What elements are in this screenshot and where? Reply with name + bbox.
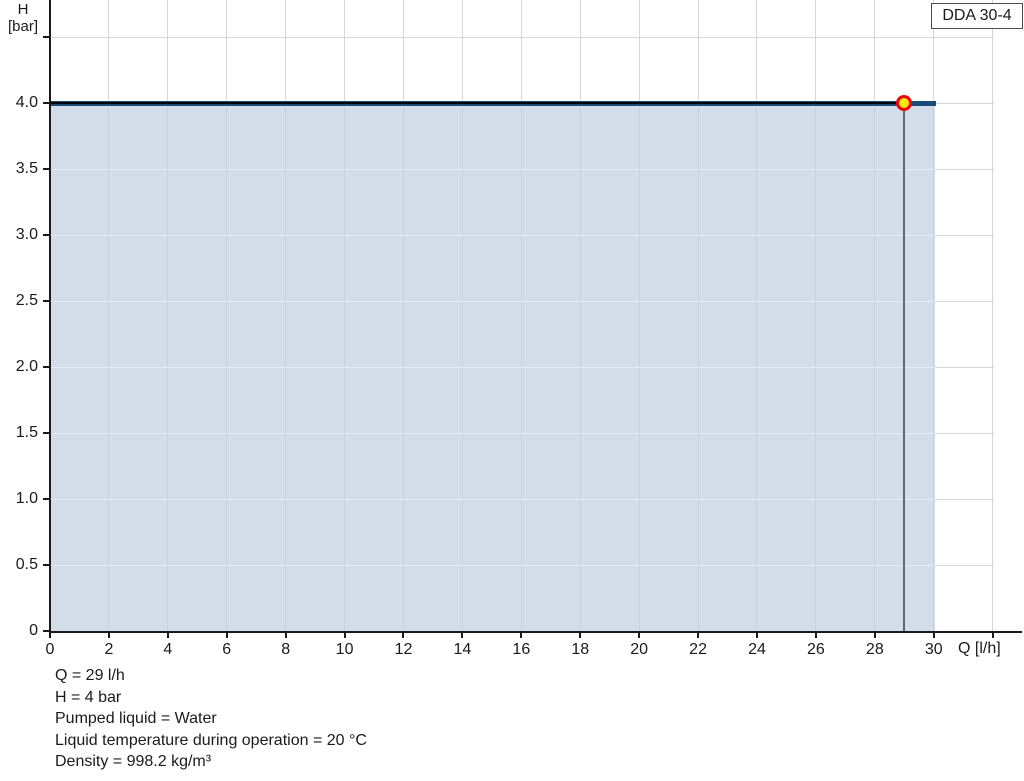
y-tick-label: 2.0	[15, 358, 38, 375]
operating-point-marker[interactable]	[896, 95, 913, 111]
area-gridline-horizontal	[51, 432, 935, 434]
x-tick-label: 4	[163, 641, 173, 658]
y-axis-title-symbol: H	[17, 1, 29, 18]
x-tick-label: 18	[571, 641, 590, 658]
x-tick-label: 24	[748, 641, 766, 658]
area-gridline-horizontal	[51, 234, 935, 236]
operating-point-q-line	[903, 106, 906, 631]
y-tick	[43, 630, 50, 632]
area-gridline-horizontal	[51, 168, 935, 170]
area-gridline-horizontal	[51, 300, 935, 302]
y-tick-label: 0	[29, 622, 38, 639]
x-tick	[461, 633, 464, 638]
y-tick-label: 3.0	[15, 226, 38, 243]
y-tick	[43, 432, 50, 434]
x-axis-title: Q [l/h]	[958, 640, 1001, 657]
y-tick-label: 1.0	[15, 490, 38, 507]
x-tick-label: 26	[807, 641, 825, 658]
x-tick	[755, 633, 758, 638]
x-tick-label: 10	[335, 641, 354, 658]
y-tick	[43, 564, 50, 566]
x-tick	[402, 633, 405, 638]
x-tick-label: 16	[512, 641, 531, 658]
x-tick-label: 6	[222, 641, 232, 658]
x-tick-label: 2	[104, 641, 114, 658]
operating-point-h-line	[50, 102, 905, 104]
y-tick	[43, 300, 50, 302]
info-line: Density = 998.2 kg/m³	[55, 753, 212, 771]
x-tick	[284, 633, 287, 638]
x-tick	[107, 633, 110, 638]
curve-area-fill	[51, 103, 935, 631]
y-tick-label: 2.5	[15, 292, 38, 309]
x-tick	[225, 633, 228, 638]
x-tick-label: 20	[630, 641, 649, 658]
gridline-vertical	[992, 0, 994, 631]
y-tick	[43, 498, 50, 500]
info-block: Q = 29 l/h H = 4 bar Pumped liquid = Water…	[55, 665, 367, 773]
x-tick	[49, 633, 51, 638]
x-tick	[814, 633, 817, 638]
info-line: Liquid temperature during operation = 20…	[55, 731, 367, 749]
x-tick	[579, 633, 582, 638]
x-tick-label: 28	[865, 641, 884, 658]
x-tick-label: 0	[45, 641, 55, 658]
x-tick-label: 30	[924, 641, 943, 658]
x-tick	[697, 633, 700, 638]
x-tick-label: 12	[394, 641, 413, 658]
y-tick-label: 0.5	[15, 556, 38, 573]
area-gridline-horizontal	[51, 498, 935, 500]
x-axis-line	[49, 631, 1022, 633]
x-tick-label: 8	[281, 641, 291, 658]
y-tick	[43, 36, 50, 38]
y-tick-label: 4.0	[15, 94, 38, 111]
x-tick	[166, 633, 169, 638]
x-tick-label: 22	[689, 641, 707, 658]
legend-label: DDA 30-4	[942, 7, 1012, 24]
gridline-horizontal	[50, 36, 994, 38]
info-line: Q = 29 l/h	[55, 667, 125, 684]
y-tick-label: 1.5	[15, 424, 38, 441]
y-axis-line	[49, 0, 51, 633]
x-tick	[343, 633, 346, 638]
x-tick	[638, 633, 641, 638]
x-tick	[932, 633, 935, 638]
y-tick-label: 3.5	[15, 160, 38, 177]
area-gridline-horizontal	[51, 366, 935, 368]
y-tick	[43, 168, 50, 170]
x-tick-label: 14	[453, 641, 472, 658]
y-tick	[43, 366, 50, 368]
x-tick	[520, 633, 523, 638]
x-tick	[991, 633, 994, 638]
x-tick	[873, 633, 876, 638]
area-gridline-horizontal	[51, 564, 935, 566]
info-line: Pumped liquid = Water	[55, 710, 217, 728]
legend-box: DDA 30-4	[931, 3, 1023, 29]
y-tick	[43, 102, 50, 104]
info-line: H = 4 bar	[55, 688, 122, 706]
y-axis-title-unit: [bar]	[7, 18, 38, 35]
y-tick	[43, 234, 50, 236]
